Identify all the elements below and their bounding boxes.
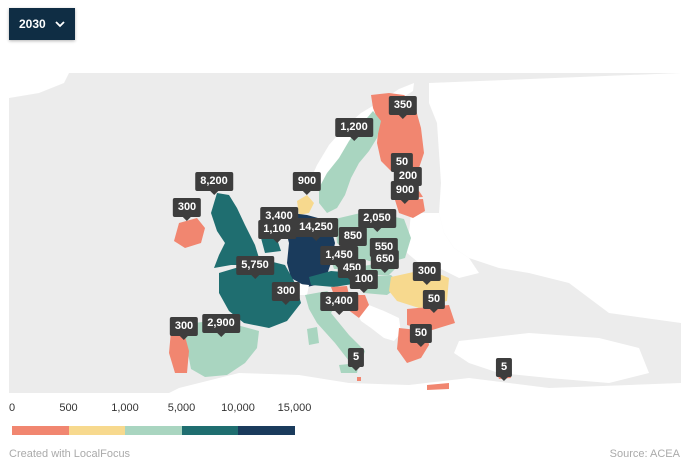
map-area[interactable]: 350 1,200 50 200 900 900 8,200 300 3,400 1,100 14,… bbox=[9, 73, 681, 393]
country-italy bbox=[305, 291, 365, 363]
value-label: 2,050 bbox=[358, 209, 396, 232]
country-portugal bbox=[169, 329, 189, 373]
land-belarus-ukraine bbox=[407, 213, 479, 278]
country-spain bbox=[181, 321, 259, 377]
value-label: 50 bbox=[409, 324, 433, 347]
value-label: 900 bbox=[292, 172, 322, 195]
value-label: 650 bbox=[370, 250, 400, 273]
value-label: 8,200 bbox=[195, 172, 233, 195]
value-label: 100 bbox=[349, 270, 379, 293]
value-label: 2,900 bbox=[202, 314, 240, 337]
land-north-africa bbox=[169, 373, 681, 393]
legend-swatch bbox=[181, 426, 238, 435]
legend-tick-label: 500 bbox=[59, 402, 78, 414]
country-ireland bbox=[174, 218, 205, 248]
value-label: 300 bbox=[169, 317, 199, 340]
value-label: 14,250 bbox=[294, 218, 338, 241]
legend-tick-label: 5,000 bbox=[167, 402, 196, 414]
value-label: 300 bbox=[271, 282, 301, 305]
country-denmark bbox=[297, 195, 314, 215]
value-label: 5,750 bbox=[236, 256, 274, 279]
source-text: Source: ACEA bbox=[609, 448, 680, 460]
country-united-kingdom bbox=[211, 193, 259, 268]
chevron-down-icon bbox=[55, 20, 65, 28]
value-label: 850 bbox=[338, 227, 368, 250]
legend-swatch bbox=[12, 426, 69, 435]
legend-swatch bbox=[125, 426, 182, 435]
value-label: 3,400 bbox=[320, 292, 358, 315]
legend-tick-label: 1,000 bbox=[111, 402, 139, 414]
value-label: 300 bbox=[172, 198, 202, 221]
year-select[interactable]: 2030 bbox=[9, 8, 75, 40]
year-select-value: 2030 bbox=[19, 17, 46, 31]
legend-swatch bbox=[68, 426, 125, 435]
value-label: 1,200 bbox=[335, 118, 373, 141]
country-malta bbox=[357, 377, 361, 381]
legend-tick-label: 10,000 bbox=[221, 402, 255, 414]
value-label: 5 bbox=[347, 348, 365, 371]
legend-tick-label: 15,000 bbox=[277, 402, 312, 414]
value-label: 5 bbox=[495, 358, 513, 381]
land-turkey bbox=[454, 333, 649, 383]
legend: 0 500 1,000 5,000 10,000 15,000 bbox=[9, 402, 311, 436]
legend-tick-label: 0 bbox=[9, 402, 16, 414]
land-russia-east bbox=[429, 73, 681, 323]
land-iceland bbox=[9, 73, 69, 98]
value-label: 350 bbox=[388, 96, 418, 119]
legend-swatch bbox=[238, 426, 295, 435]
country-sardinia bbox=[307, 327, 319, 345]
country-france bbox=[219, 259, 301, 328]
value-label: 300 bbox=[412, 262, 442, 285]
country-crete bbox=[427, 383, 449, 390]
value-label: 900 bbox=[390, 181, 420, 204]
value-label: 50 bbox=[422, 290, 446, 313]
land-balkans bbox=[354, 305, 401, 341]
value-label: 1,100 bbox=[258, 220, 296, 243]
credit-link[interactable]: Created with LocalFocus bbox=[9, 448, 131, 460]
